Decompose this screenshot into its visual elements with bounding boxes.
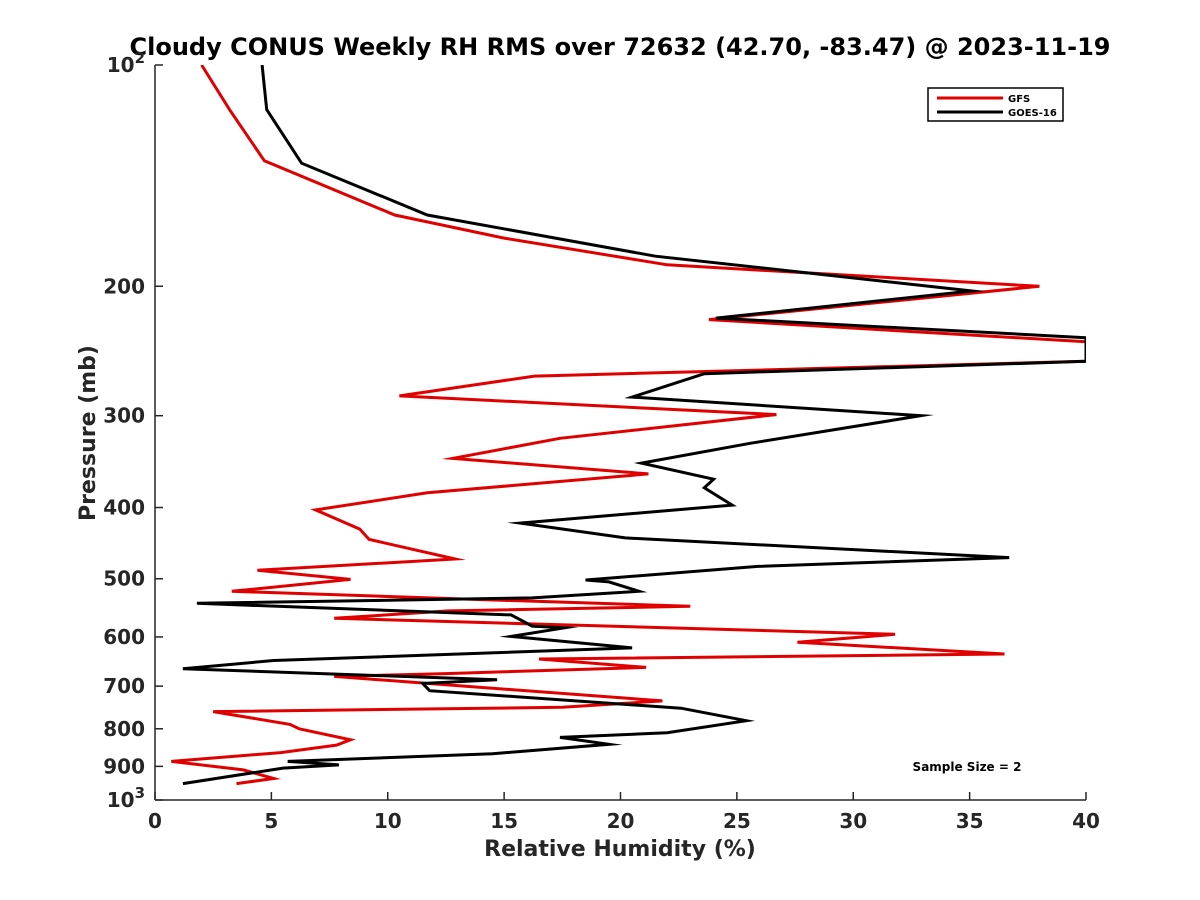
x-tick-label: 0 <box>148 809 162 833</box>
x-tick-label: 15 <box>490 809 518 833</box>
legend-box <box>927 87 1064 122</box>
sample-size-annotation: Sample Size = 2 <box>913 760 1022 774</box>
y-tick-label: 700 <box>103 674 145 698</box>
y-axis-label: Pressure (mb) <box>76 345 101 521</box>
y-tick-label: 900 <box>103 754 145 778</box>
series-line-gfs <box>171 65 1086 786</box>
series-group <box>171 65 1086 786</box>
x-tick-label: 10 <box>374 809 402 833</box>
y-tick-label: 103 <box>107 784 145 812</box>
x-ticks: 0 5 10 15 20 25 30 35 40 <box>148 792 1100 833</box>
legend-label: GOES-16 <box>1008 108 1057 119</box>
x-tick-label: 25 <box>723 809 751 833</box>
x-axis-label: Relative Humidity (%) <box>484 837 756 862</box>
y-tick-label: 300 <box>103 404 145 428</box>
series-line-goes-16 <box>182 65 1086 786</box>
y-tick-label: 102 <box>107 49 145 77</box>
y-ticks: 102 200 300 400 500 600 700 800 900 103 <box>103 49 163 812</box>
legend: GFS GOES-16 <box>927 87 1064 122</box>
y-tick-label: 500 <box>103 567 145 591</box>
x-tick-label: 35 <box>956 809 984 833</box>
x-tick-label: 20 <box>607 809 635 833</box>
y-tick-label: 200 <box>103 274 145 298</box>
legend-label: GFS <box>1008 94 1030 105</box>
y-tick-label: 800 <box>103 717 145 741</box>
x-tick-label: 5 <box>264 809 278 833</box>
y-tick-label: 600 <box>103 625 145 649</box>
y-tick-label: 400 <box>103 496 145 520</box>
chart-title: Cloudy CONUS Weekly RH RMS over 72632 (4… <box>130 33 1111 61</box>
x-tick-label: 40 <box>1072 809 1100 833</box>
x-tick-label: 30 <box>839 809 867 833</box>
